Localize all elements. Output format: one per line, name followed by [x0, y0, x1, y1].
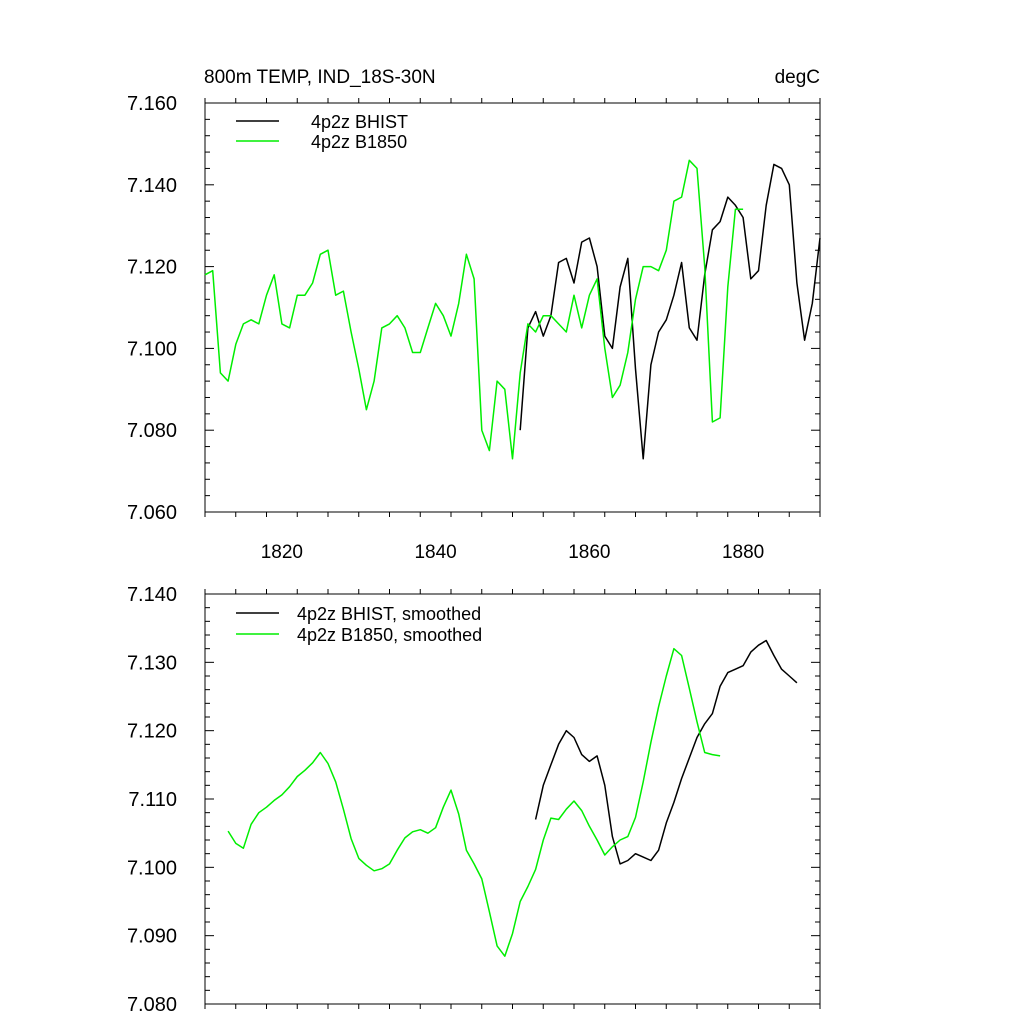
- top-legend-label-b1850: 4p2z B1850: [311, 132, 407, 152]
- top-ytick-label: 7.080: [127, 420, 177, 442]
- top-series-line-bhist: [519, 163, 821, 460]
- top-series-line-b1850: [204, 159, 744, 460]
- bottom-series-group: [227, 639, 798, 957]
- bottom-ytick-label: 7.080: [127, 994, 177, 1016]
- bottom-legend: 4p2z BHIST, smoothed 4p2z B1850, smoothe…: [236, 604, 482, 645]
- bottom-ytick-label: 7.120: [127, 721, 177, 743]
- top-legend: 4p2z BHIST 4p2z B1850: [236, 112, 408, 152]
- bottom-ytick-label: 7.130: [127, 652, 177, 674]
- bottom-ytick-label: 7.090: [127, 926, 177, 948]
- bottom-legend-label-b1850: 4p2z B1850, smoothed: [297, 625, 482, 645]
- bottom-ytick-label: 7.100: [127, 857, 177, 879]
- top-ytick-label: 7.120: [127, 257, 177, 279]
- bottom-ytick-label: 7.140: [127, 584, 177, 606]
- top-series-group: [204, 159, 821, 460]
- top-ytick-label: 7.100: [127, 338, 177, 360]
- top-xtick-label: 1840: [414, 542, 456, 563]
- top-xtick-label: 1880: [722, 542, 764, 563]
- bottom-series-line-bhist: [534, 639, 798, 865]
- bottom-ytick-label: 7.110: [128, 789, 177, 811]
- top-ytick-label: 7.160: [127, 93, 177, 115]
- top-legend-label-bhist: 4p2z BHIST: [311, 112, 408, 132]
- top-title-left: 800m TEMP, IND_18S-30N: [204, 67, 436, 88]
- top-title-right: degC: [775, 67, 820, 88]
- bottom-plot-frame: [204, 593, 821, 1005]
- top-ytick-label: 7.140: [127, 175, 177, 197]
- top-xtick-label: 1820: [261, 542, 303, 563]
- bottom-series-line-b1850: [227, 647, 721, 957]
- top-axes: 7.060 7.080 7.100 7.120 7.140 7.160 1820 1840 18…: [127, 93, 821, 563]
- bottom-axes: 7.080 7.090 7.100 7.110 7.120 7.130 7.140: [127, 584, 821, 1016]
- top-ytick-label: 7.060: [127, 502, 177, 524]
- top-xtick-label: 1860: [568, 542, 610, 563]
- bottom-legend-label-bhist: 4p2z BHIST, smoothed: [297, 604, 481, 624]
- top-panel: 800m TEMP, IND_18S-30N degC 7.0607.0807.…: [127, 67, 821, 563]
- bottom-panel: 7.080 7.090 7.100 7.110 7.120 7.130 7.140 4p2z…: [127, 584, 821, 1016]
